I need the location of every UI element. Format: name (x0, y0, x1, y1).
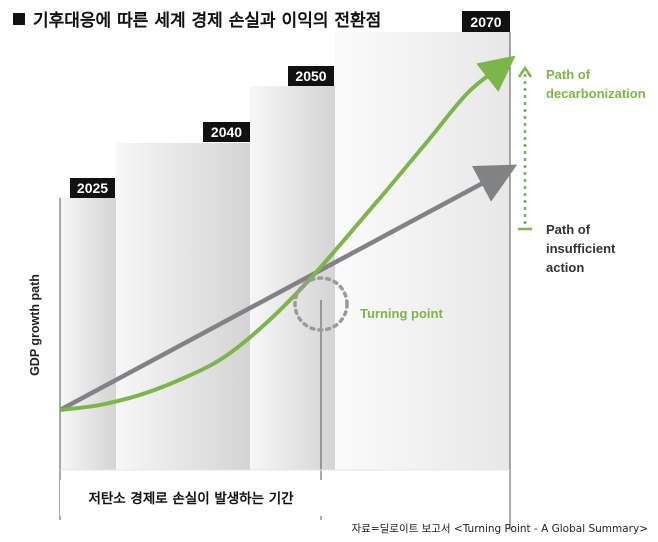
label-path-of-decarbonization-2: decarbonization (546, 86, 646, 101)
title-square-icon (13, 13, 25, 25)
year-labels: 2025 2040 2050 2070 (70, 11, 510, 198)
panel-2070 (335, 32, 510, 470)
year-label-2050: 2050 (295, 68, 326, 84)
chart-title: 기후대응에 따른 세계 경제 손실과 이익의 전환점 (33, 10, 381, 31)
label-path-of-decarbonization-1: Path of (546, 67, 591, 82)
label-path-of-insufficient-3: action (546, 260, 584, 275)
gap-arrow-head-icon (517, 65, 533, 78)
label-path-of-insufficient-1: Path of (546, 222, 591, 237)
year-label-2070: 2070 (470, 14, 501, 30)
year-box-2070 (462, 11, 510, 32)
y-axis-label: GDP growth path (28, 274, 42, 376)
source-note: 자료=딜로이트 보고서 <Turning Point - A Global Su… (352, 523, 648, 535)
panel-2040 (116, 143, 250, 470)
panel-2025 (60, 198, 116, 470)
loss-period-label: 저탄소 경제로 손실이 발생하는 기간 (88, 490, 294, 507)
series-line-insufficient-action (58, 164, 518, 412)
year-box-2050 (288, 66, 334, 86)
year-box-2040 (203, 122, 250, 142)
year-label-2040: 2040 (211, 124, 242, 140)
turning-point-label: Turning point (360, 306, 443, 321)
period-panels (60, 32, 510, 470)
series-line-decarbonization (59, 55, 516, 412)
label-path-of-insufficient-2: insufficient (546, 241, 616, 256)
loss-period-box (60, 480, 322, 516)
year-box-2025 (70, 178, 115, 198)
turning-point-circle (293, 276, 349, 332)
year-label-2025: 2025 (77, 180, 108, 196)
